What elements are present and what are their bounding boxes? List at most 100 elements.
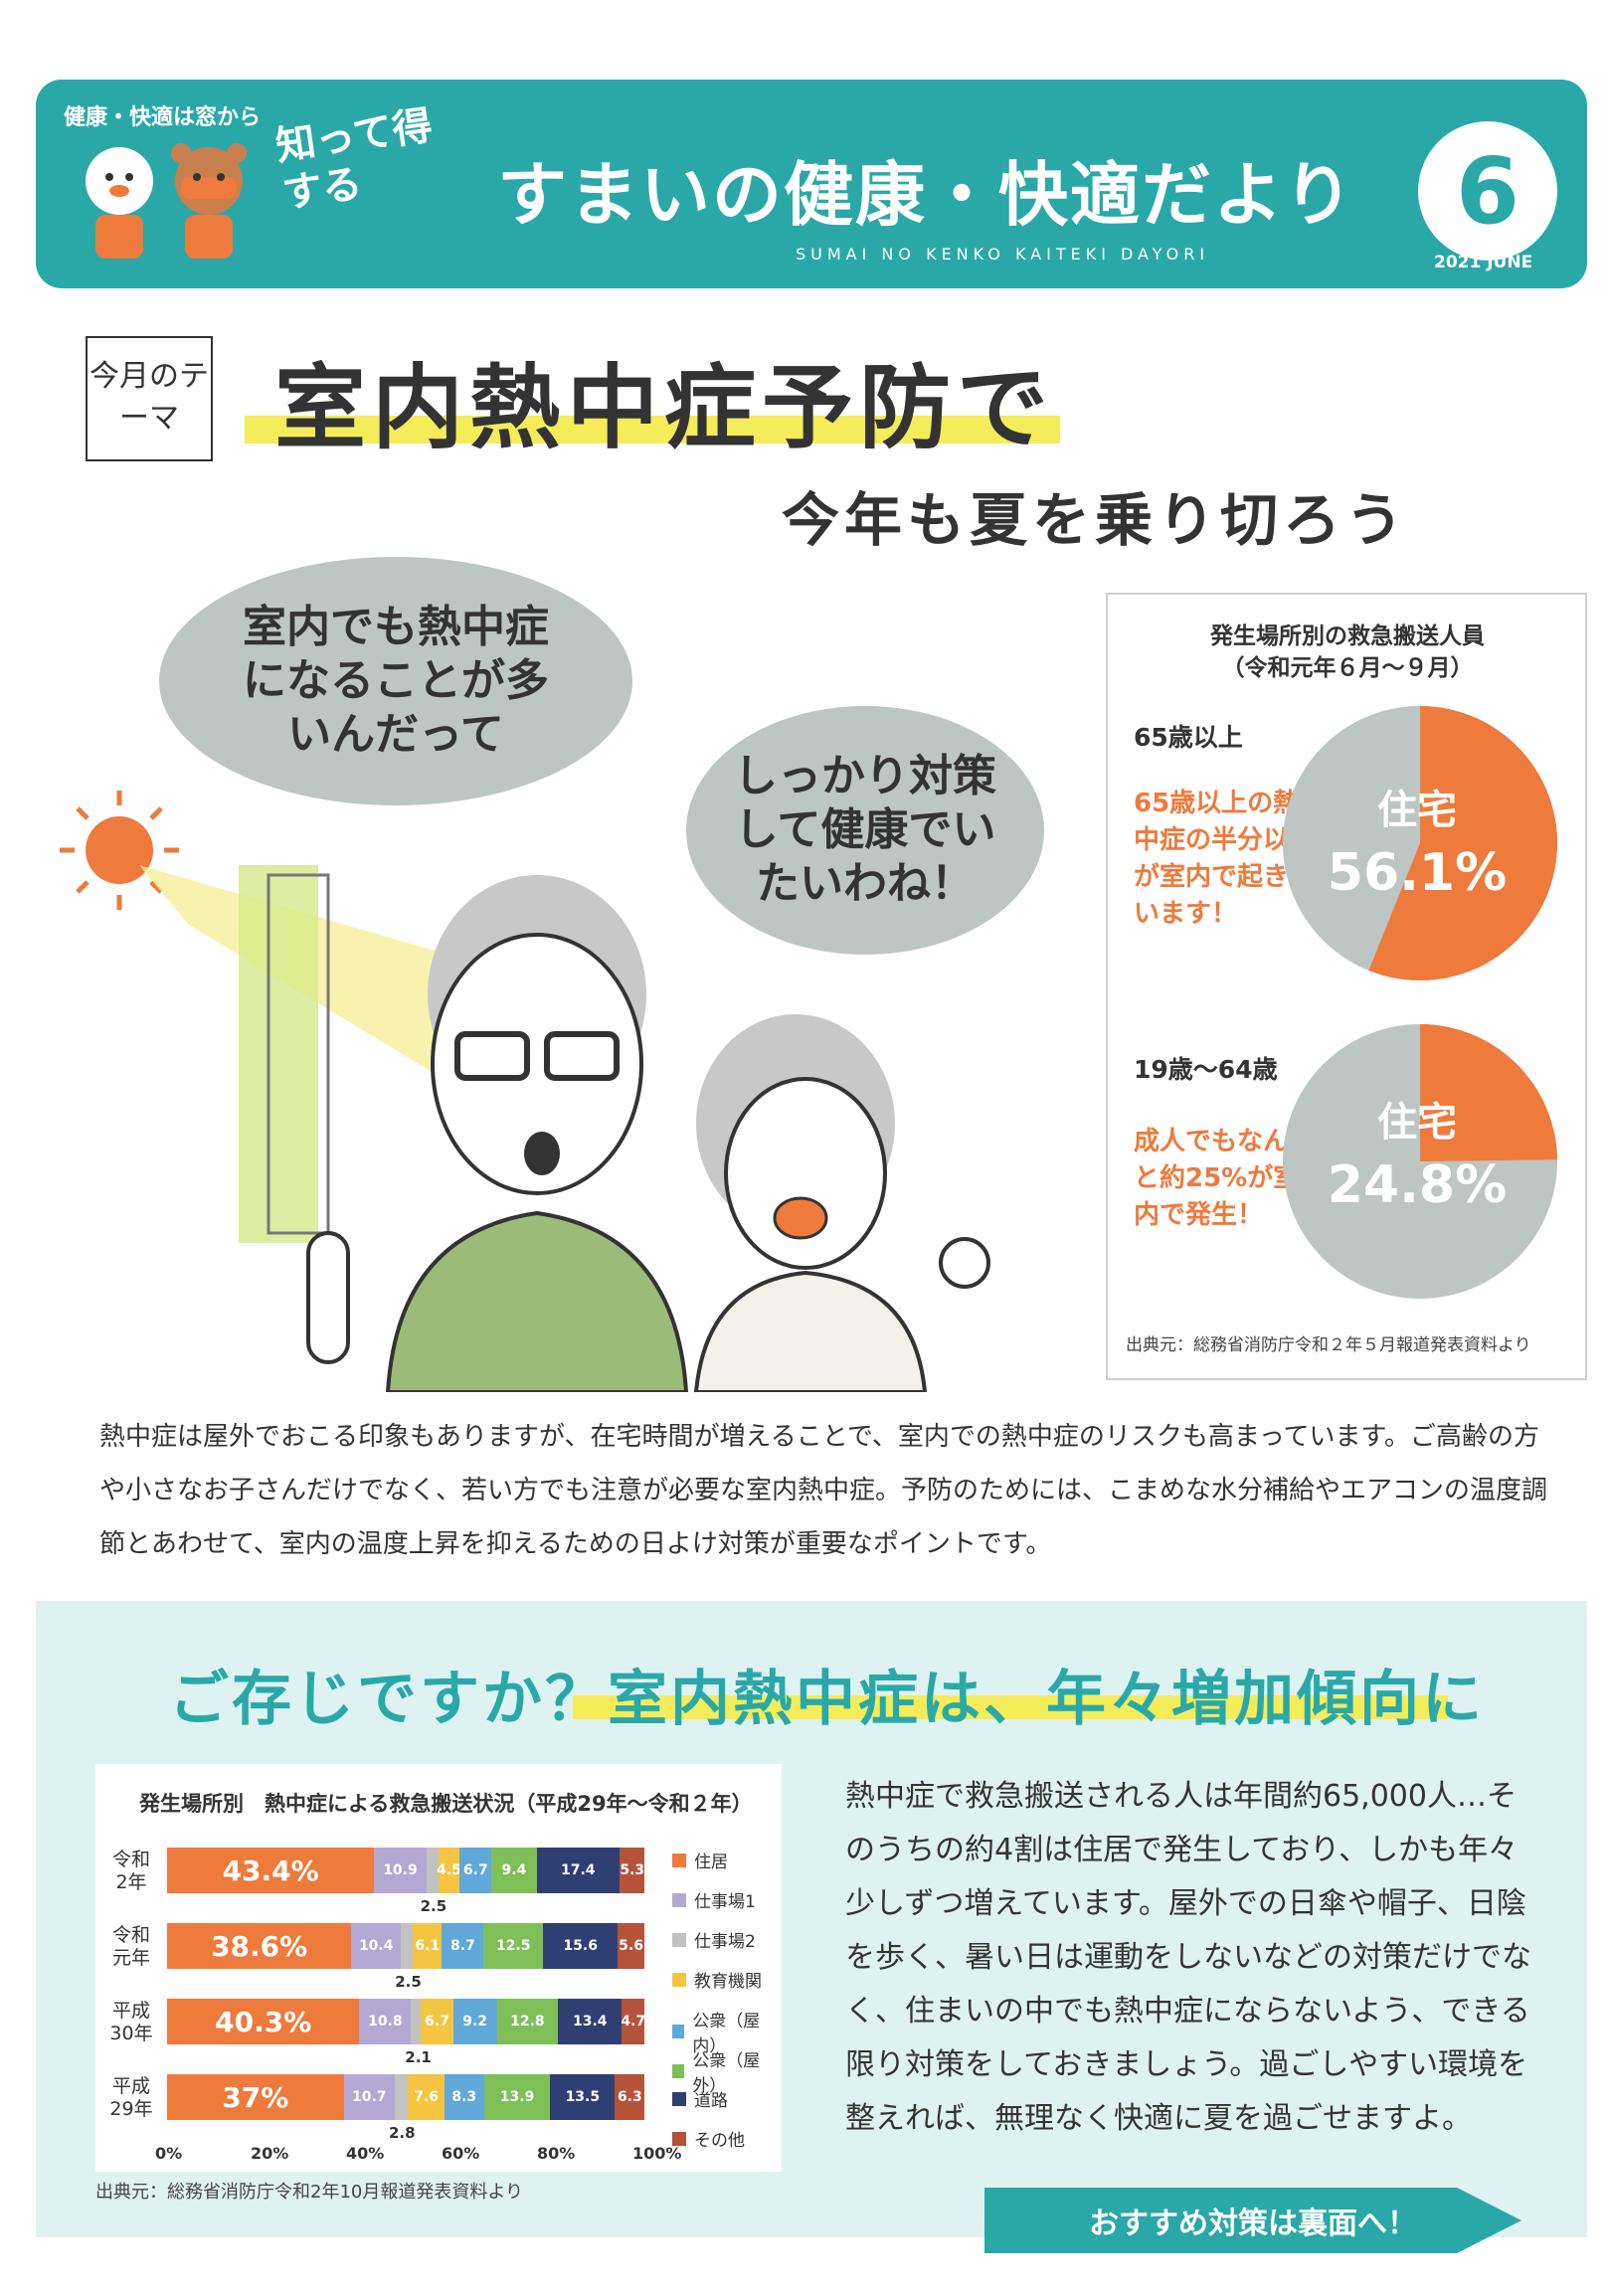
couple-illustration bbox=[60, 791, 990, 1392]
bar-segment: 37% bbox=[167, 2074, 344, 2120]
legend-label: 公衆（屋内） bbox=[692, 2012, 761, 2056]
issue-number: 6 bbox=[1418, 121, 1557, 261]
bar-segment: 17.4 bbox=[536, 1848, 621, 1893]
bar-segment: 10.8 bbox=[359, 1999, 412, 2044]
bar-axis-tick: 80% bbox=[537, 2144, 576, 2163]
legend-label: 公衆（屋外） bbox=[692, 2051, 761, 2096]
bar-small-value-label: 2.5 bbox=[420, 1897, 447, 1915]
legend-item: 仕事場2 bbox=[672, 1927, 756, 1952]
bar-segment: 15.6 bbox=[543, 1923, 619, 1969]
pie-2-age: 19歳〜64歳 bbox=[1134, 1055, 1278, 1084]
legend-swatch bbox=[672, 2091, 686, 2106]
mascot-illustration bbox=[86, 143, 247, 259]
pie-1-value: 56.1% bbox=[1327, 843, 1508, 903]
bar-segment: 5.3 bbox=[620, 1848, 645, 1893]
legend-label: 教育機関 bbox=[694, 1972, 762, 1992]
bar-small-value-label: 2.1 bbox=[405, 2048, 432, 2066]
pie-2-value: 24.8% bbox=[1327, 1155, 1508, 1215]
bar-axis-tick: 20% bbox=[251, 2144, 289, 2163]
bar-category-label: 令和 2年 bbox=[111, 1849, 150, 1893]
sun-icon bbox=[60, 791, 179, 910]
title-highlight bbox=[245, 416, 1060, 443]
bar-segment: 10.7 bbox=[343, 2074, 395, 2120]
see-back-button[interactable]: おすすめ対策は裏面へ！ bbox=[984, 2188, 1521, 2253]
legend-label: 道路 bbox=[694, 2091, 728, 2111]
bar-segment: 13.9 bbox=[483, 2074, 551, 2120]
bar-segment: 5.6 bbox=[618, 1923, 644, 1969]
legend-swatch bbox=[672, 1932, 686, 1947]
bar-segment: 6.3 bbox=[615, 2074, 645, 2120]
bar-segment: 6.7 bbox=[459, 1848, 492, 1893]
bar-axis-tick: 0% bbox=[155, 2144, 183, 2163]
pie-2-label: 住宅 bbox=[1377, 1100, 1457, 1146]
bar-small-value-label: 2.5 bbox=[395, 1973, 422, 1991]
pie-1 bbox=[1283, 706, 1557, 980]
legend-swatch bbox=[672, 2025, 685, 2038]
bar-chart-source: 出典元：総務省消防庁令和2年10月報道発表資料より bbox=[95, 2182, 523, 2203]
bar-category-label: 平成 30年 bbox=[109, 2000, 153, 2044]
legend-label: 住居 bbox=[694, 1853, 728, 1872]
bar-axis-tick: 100% bbox=[632, 2144, 682, 2163]
legend-item: 住居 bbox=[672, 1848, 728, 1872]
bar-segment: 38.6% bbox=[167, 1923, 352, 1969]
bar-segment: 12.8 bbox=[496, 1999, 559, 2044]
legend-label: 仕事場2 bbox=[694, 1932, 756, 1952]
issue-date: 2021 JUNE bbox=[1434, 253, 1533, 272]
bar-axis-tick: 40% bbox=[346, 2144, 385, 2163]
stacked-bar-chart: 令和 2年 43.4% 10.9 2.5 4.5 6.7 9.4 17.4 5.3 令和 元年 38.6… bbox=[95, 1764, 782, 2172]
header-tagline: 知って得する bbox=[272, 102, 436, 218]
bar-segment: 7.6 bbox=[408, 2074, 445, 2120]
bar-category-label: 令和 元年 bbox=[111, 1924, 150, 1969]
bar-segment: 40.3% bbox=[167, 1999, 360, 2044]
header-title: すまいの健康・快適だより bbox=[497, 154, 1355, 236]
pie-1-age: 65歳以上 bbox=[1134, 723, 1243, 752]
legend-item: 公衆（屋内） bbox=[672, 2007, 782, 2056]
legend-item: 道路 bbox=[672, 2086, 728, 2111]
bar-small-value-label: 2.8 bbox=[388, 2124, 416, 2142]
legend-swatch bbox=[672, 1853, 686, 1867]
lower-title: ご存じですか？室内熱中症は、年々増加傾向に bbox=[169, 1665, 1485, 1734]
lower-title-highlight bbox=[573, 1695, 1448, 1719]
bar-segment: 10.4 bbox=[351, 1923, 402, 1969]
pie-1-house-slice bbox=[1368, 706, 1557, 980]
legend-swatch bbox=[672, 1892, 686, 1907]
bar-segment: 13.4 bbox=[558, 1999, 623, 2044]
speech-bubble-right: しっかり対策して健康でいたいわね！ bbox=[686, 706, 1044, 955]
bar-segment: 4.7 bbox=[621, 1999, 645, 2044]
bar-axis-tick: 60% bbox=[442, 2144, 480, 2163]
bar-segment: 10.9 bbox=[374, 1848, 427, 1893]
bar-segment bbox=[426, 1848, 439, 1893]
legend-item: 仕事場1 bbox=[672, 1887, 756, 1912]
header-small-label: 健康・快適は窓から bbox=[64, 105, 262, 130]
legend-swatch bbox=[672, 2131, 686, 2146]
legend-item: 公衆（屋外） bbox=[672, 2046, 782, 2096]
page-subtitle: 今年も夏を乗り切ろう bbox=[782, 486, 1409, 554]
header-banner bbox=[36, 80, 1587, 288]
bar-segment: 8.3 bbox=[444, 2074, 484, 2120]
bar-segment: 9.2 bbox=[452, 1999, 497, 2044]
legend-swatch bbox=[672, 1972, 686, 1987]
header-roman: SUMAI NO KENKO KAITEKI DAYORI bbox=[796, 245, 1210, 264]
bar-segment: 9.4 bbox=[491, 1848, 537, 1893]
bar-segment: 12.5 bbox=[483, 1923, 544, 1969]
bar-segment: 43.4% bbox=[167, 1848, 375, 1893]
pie-2-note: 成人でもなんと約25%が室内で発生！ bbox=[1134, 1127, 1300, 1230]
bar-chart-title: 発生場所別 熱中症による救急搬送状況（平成29年〜令和２年） bbox=[139, 1792, 753, 1816]
pie-panel-title-line2: （令和元年６月〜９月） bbox=[1221, 655, 1474, 681]
legend-label: その他 bbox=[694, 2131, 745, 2151]
bar-segment: 8.7 bbox=[442, 1923, 484, 1969]
bar-segment: 6.1 bbox=[413, 1923, 443, 1969]
lower-paragraph: 熱中症で救急搬送される人は年間約65,000人…そのうちの約4割は住居で発生して… bbox=[845, 1779, 1531, 2136]
legend-swatch bbox=[672, 2064, 685, 2078]
bar-segment: 4.5 bbox=[437, 1848, 461, 1893]
pie-chart-panel bbox=[1106, 593, 1587, 1380]
bar-category-label: 平成 29年 bbox=[109, 2075, 153, 2120]
bar-segment bbox=[394, 2074, 409, 2120]
bar-segment bbox=[401, 1923, 414, 1969]
speech-bubble-left: 室内でも熱中症になることが多いんだって bbox=[159, 557, 632, 805]
bar-segment: 13.5 bbox=[550, 2074, 616, 2120]
pie-panel-title-line1: 発生場所別の救急搬送人員 bbox=[1210, 623, 1485, 649]
pie-panel-title: 発生場所別の救急搬送人員 （令和元年６月〜９月） bbox=[1114, 620, 1581, 684]
bar-segment bbox=[411, 1999, 422, 2044]
pie-2 bbox=[1283, 1024, 1557, 1299]
